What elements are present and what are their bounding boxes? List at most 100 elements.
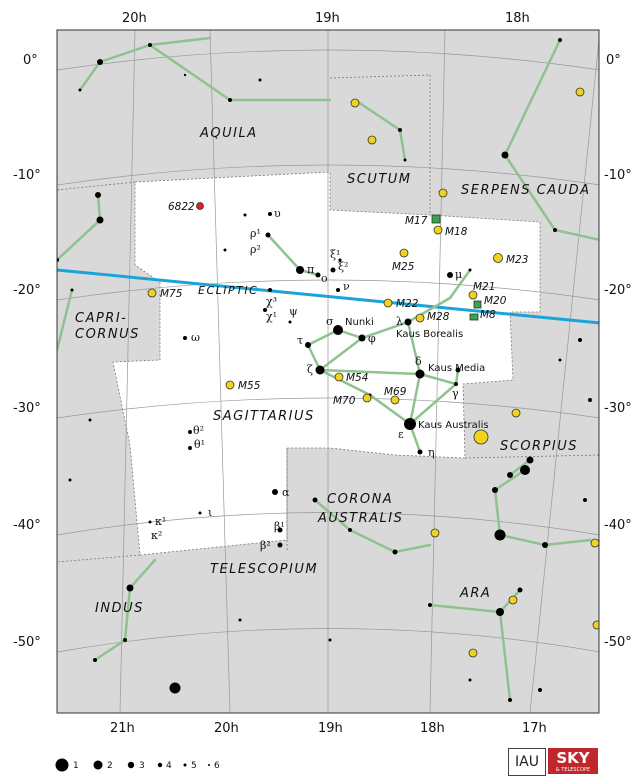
kaus-borealis-label: Kaus Borealis [396, 329, 463, 340]
legend-label-6: 6 [214, 761, 220, 771]
sky-telescope-logo: SKY & TELESCOPE [548, 748, 598, 774]
ra-bottom-20h: 20h [214, 721, 239, 736]
m75-label: M75 [160, 288, 183, 300]
ra-grid [119, 30, 599, 713]
legend-label-2: 2 [107, 761, 113, 771]
scutum-label: SCUTUM [347, 172, 412, 187]
ra-top-18h: 18h [505, 11, 530, 26]
rho1-label: ρ¹ [250, 227, 261, 240]
legend-label-1: 1 [73, 761, 79, 771]
dec-left-40: -40° [13, 518, 41, 533]
rho2-label: ρ² [250, 243, 261, 256]
m18-label: M18 [445, 226, 468, 238]
m54-label: M54 [346, 372, 368, 384]
m70-label: M70 [333, 395, 356, 407]
gamma-label: γ [452, 387, 459, 400]
nunki-label: Nunki [345, 317, 374, 328]
alpha-label: α [282, 486, 290, 499]
m20-label: M20 [484, 295, 507, 307]
dec-left-10: -10° [13, 168, 41, 183]
star-names: Nunki Kaus Borealis Kaus Media Kaus Aust… [345, 317, 489, 431]
legend-star-6 [208, 764, 210, 766]
aquila-label: AQUILA [199, 126, 258, 141]
legend-star-4 [157, 762, 163, 768]
dec-right-0: 0° [606, 53, 621, 68]
psi-label: ψ [289, 305, 298, 318]
ngc6822-label: 6822 [168, 201, 195, 213]
beta2-label: β² [260, 539, 271, 552]
sigma-label: σ [326, 315, 334, 328]
epsilon-label: ε [398, 428, 404, 441]
legend-star-1 [55, 758, 69, 772]
dec-right-40: -40° [604, 518, 632, 533]
telescopium-label: TELESCOPIUM [210, 562, 318, 577]
indus-label: INDUS [95, 601, 144, 616]
capricornus-label-1: CAPRI- [75, 311, 127, 326]
beta1-label: β¹ [274, 520, 285, 533]
xi1-label: ξ¹ [330, 248, 340, 261]
legend-star-5 [183, 763, 187, 767]
ecliptic-line [57, 268, 599, 325]
sky-logo-subtext: & TELESCOPE [555, 767, 591, 773]
theta1-label: θ¹ [194, 438, 205, 451]
m28-label: M28 [427, 311, 450, 323]
chi1-label: χ¹ [266, 310, 277, 323]
kappa2-label: κ² [151, 529, 162, 542]
ra-bottom-18h: 18h [420, 721, 445, 736]
ra-bottom-17h: 17h [522, 721, 547, 736]
dec-right-20: -20° [604, 283, 632, 298]
chi3-label: χ³ [266, 295, 277, 308]
capricornus-label-2: CORNUS [75, 327, 140, 342]
ra-bottom-21h: 21h [110, 721, 135, 736]
greek-labels: υ ρ¹ ρ² π ο ξ¹ ξ² ν μ χ³ χ¹ ψ σ τ φ λ ω … [151, 207, 462, 552]
tau-label: τ [297, 334, 303, 347]
lambda-label: λ [396, 315, 403, 328]
zeta-label: ζ [307, 363, 313, 376]
dec-left-20: -20° [13, 283, 41, 298]
stars [57, 38, 592, 702]
ra-top-20h: 20h [122, 11, 147, 26]
legend-label-4: 4 [166, 761, 172, 771]
delta-label: δ [415, 355, 422, 368]
dec-left-50: -50° [13, 635, 41, 650]
chart-frame [56, 29, 600, 714]
kappa1-label: κ¹ [155, 515, 166, 528]
theta2-label: θ² [193, 424, 204, 437]
m69-label: M69 [384, 386, 407, 398]
dec-left-30: -30° [13, 401, 41, 416]
m55-label: M55 [238, 380, 261, 392]
phi-label: φ [368, 332, 376, 345]
ra-bottom-19h: 19h [318, 721, 343, 736]
mu-label: μ [455, 268, 462, 281]
pi-label: π [307, 263, 314, 276]
kaus-media-label: Kaus Media [428, 363, 485, 374]
dec-right-10: -10° [604, 168, 632, 183]
dec-right-30: -30° [604, 401, 632, 416]
upsilon-label: υ [274, 207, 281, 220]
sagittarius-label: SAGITTARIUS [213, 409, 315, 424]
dec-right-50: -50° [604, 635, 632, 650]
legend-label-5: 5 [191, 761, 197, 771]
ra-top-19h: 19h [315, 11, 340, 26]
legend-star-3 [127, 761, 135, 769]
legend-label-3: 3 [139, 761, 145, 771]
constellation-names: AQUILA SCUTUM SERPENS CAUDA CAPRI- CORNU… [75, 126, 591, 616]
ara-label: ARA [459, 586, 491, 601]
serpens-label: SERPENS CAUDA [461, 183, 591, 198]
sky-logo-text: SKY [556, 749, 590, 767]
m8-label: M8 [480, 309, 496, 321]
omicron-label: ο [321, 272, 328, 285]
scorpius-label: SCORPIUS [500, 439, 578, 454]
m17-label: M17 [405, 215, 428, 227]
xi2-label: ξ² [338, 260, 348, 273]
object-labels: 6822 M17 M18 M23 M25 M21 M20 M8 M22 M28 … [160, 201, 528, 407]
nu-label: ν [343, 280, 350, 293]
corona-label-1: CORONA [327, 492, 393, 507]
deep-sky-objects [147, 87, 599, 658]
magnitude-legend: 1 2 3 4 5 6 [55, 758, 220, 772]
m21-label: M21 [473, 281, 495, 293]
omega-label: ω [191, 331, 200, 344]
kaus-australis-label: Kaus Australis [418, 420, 489, 431]
iota-label: ι [208, 506, 212, 519]
